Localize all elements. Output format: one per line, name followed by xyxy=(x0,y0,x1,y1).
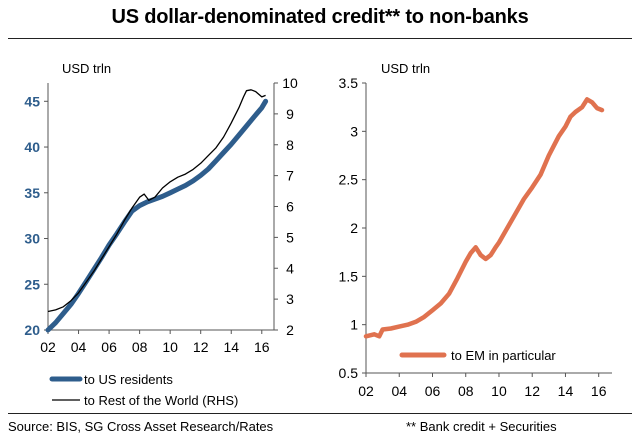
legend-label-rest-of-world: to Rest of the World (RHS) xyxy=(84,393,238,408)
right-y-tick-label: 2 xyxy=(286,322,294,338)
right-chart-x-tick-label: 04 xyxy=(391,383,407,399)
right-y-axis: 2 3 4 5 6 7 8 9 10 xyxy=(274,75,298,338)
left-legend: to US residents to Rest of the World (RH… xyxy=(49,372,238,408)
left-x-tick-label: 14 xyxy=(223,339,239,355)
right-plot-frame xyxy=(365,83,612,374)
left-x-tick-label: 12 xyxy=(193,339,209,355)
source-note: Source: BIS, SG Cross Asset Research/Rat… xyxy=(8,419,274,434)
right-chart-y-tick-label: 2.5 xyxy=(339,172,359,188)
left-y-axis: 20 25 30 35 40 45 xyxy=(24,93,48,338)
right-chart-x-tick-label: 10 xyxy=(491,383,507,399)
left-plot-frame xyxy=(47,83,275,331)
right-y-tick-label: 9 xyxy=(286,106,294,122)
right-y-tick-label: 8 xyxy=(286,137,294,153)
right-y-tick-label: 4 xyxy=(286,260,294,276)
left-x-tick-label: 08 xyxy=(132,339,148,355)
right-chart-x-axis: 02 04 06 08 10 12 14 16 xyxy=(358,373,607,399)
legend-label-em: to EM in particular xyxy=(451,348,556,363)
right-chart-y-tick-label: 0.5 xyxy=(339,365,359,381)
right-chart-x-tick-label: 12 xyxy=(524,383,540,399)
right-chart-y-tick-label: 2 xyxy=(350,220,358,236)
right-chart-x-tick-label: 16 xyxy=(591,383,607,399)
footnote: ** Bank credit + Securities xyxy=(406,419,557,434)
left-x-axis: 02 04 06 08 10 12 14 16 xyxy=(40,330,270,355)
right-unit-label: USD trln xyxy=(381,61,430,76)
title-divider xyxy=(8,38,632,39)
page-title: US dollar-denominated credit** to non-ba… xyxy=(111,6,529,28)
right-chart-x-tick-label: 02 xyxy=(358,383,374,399)
left-x-tick-label: 02 xyxy=(40,339,56,355)
right-chart-x-tick-label: 08 xyxy=(458,383,474,399)
left-unit-label: USD trln xyxy=(62,61,111,76)
right-legend: to EM in particular xyxy=(399,348,556,363)
right-chart-y-tick-label: 1 xyxy=(350,317,358,333)
series-line-rest-of-world xyxy=(47,89,266,313)
left-x-tick-label: 04 xyxy=(71,339,87,355)
left-y-tick-label: 35 xyxy=(24,185,40,201)
right-y-tick-label: 5 xyxy=(286,229,294,245)
footer-divider xyxy=(8,413,632,414)
right-y-tick-label: 3 xyxy=(286,291,294,307)
right-y-tick-label: 10 xyxy=(282,75,298,91)
left-y-tick-label: 45 xyxy=(24,93,40,109)
right-y-tick-label: 7 xyxy=(286,168,294,184)
right-chart-x-tick-label: 14 xyxy=(558,383,574,399)
right-chart-x-tick-label: 06 xyxy=(425,383,441,399)
right-chart-y-tick-label: 3 xyxy=(350,123,358,139)
legend-label-us-residents: to US residents xyxy=(84,372,173,387)
right-chart: USD trln 0.5 1 1.5 2 2.5 3 3.5 02 04 06 08 10 12 14 1… xyxy=(339,61,612,399)
left-x-tick-label: 10 xyxy=(162,339,178,355)
series-line-us-residents xyxy=(45,98,269,333)
left-y-tick-label: 40 xyxy=(24,139,40,155)
right-y-tick-label: 6 xyxy=(286,199,294,215)
right-chart-y-tick-label: 3.5 xyxy=(339,75,359,91)
series-line-em xyxy=(363,97,605,339)
left-x-tick-label: 06 xyxy=(101,339,117,355)
left-y-tick-label: 25 xyxy=(24,276,40,292)
right-chart-y-tick-label: 1.5 xyxy=(339,268,359,284)
left-y-tick-label: 30 xyxy=(24,231,40,247)
left-y-tick-label: 20 xyxy=(24,322,40,338)
right-chart-y-axis: 0.5 1 1.5 2 2.5 3 3.5 xyxy=(339,75,366,381)
left-x-tick-label: 16 xyxy=(254,339,270,355)
